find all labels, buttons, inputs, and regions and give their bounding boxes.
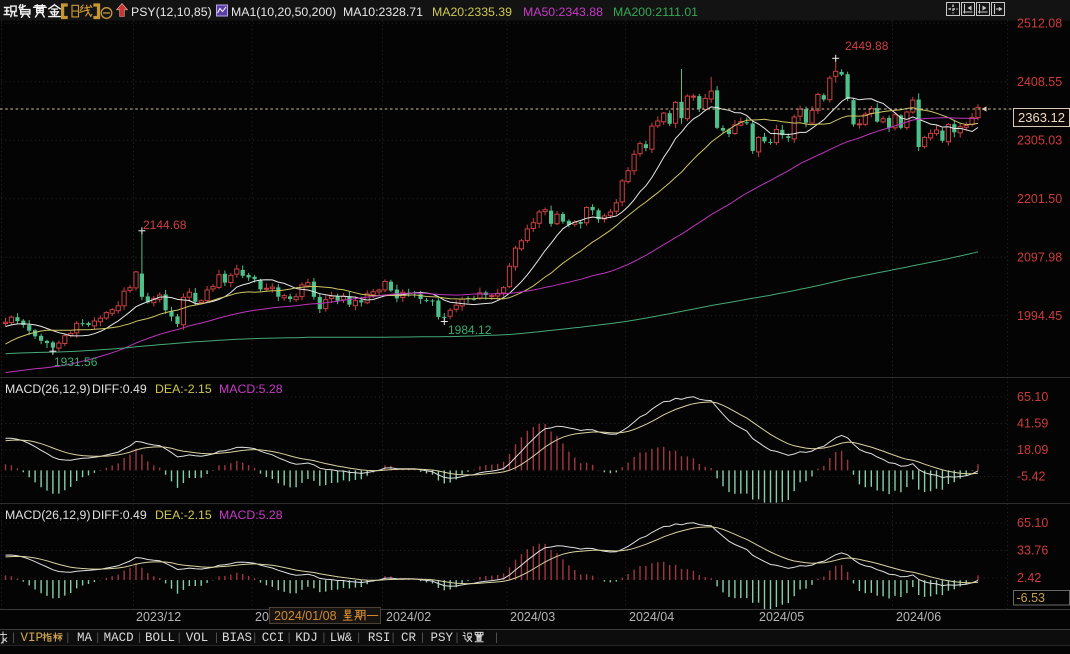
svg-text:2024/01/08: 2024/01/08 <box>274 609 337 623</box>
svg-text:2512.08: 2512.08 <box>1017 16 1062 30</box>
svg-text:DIFF:0.49: DIFF:0.49 <box>92 382 147 396</box>
svg-text:2144.68: 2144.68 <box>143 218 187 232</box>
svg-text:LW&: LW& <box>330 631 353 645</box>
svg-text:MACD:5.28: MACD:5.28 <box>219 508 283 522</box>
svg-text:CR: CR <box>401 631 417 645</box>
svg-text:MA20:2335.39: MA20:2335.39 <box>432 5 512 19</box>
svg-text:PSY(12,10,85): PSY(12,10,85) <box>131 5 212 19</box>
svg-text:2305.03: 2305.03 <box>1017 133 1062 147</box>
svg-text:2201.50: 2201.50 <box>1017 192 1062 206</box>
svg-text:2024/02: 2024/02 <box>386 610 431 624</box>
svg-text:1931.56: 1931.56 <box>54 355 98 369</box>
svg-text:MACD(26,12,9): MACD(26,12,9) <box>5 508 90 522</box>
svg-text:2023/12: 2023/12 <box>136 610 181 624</box>
svg-text:65.10: 65.10 <box>1017 390 1048 404</box>
svg-text:MACD:5.28: MACD:5.28 <box>219 382 283 396</box>
svg-text:MACD(26,12,9): MACD(26,12,9) <box>5 382 90 396</box>
svg-text:MA50:2343.88: MA50:2343.88 <box>523 5 603 19</box>
svg-text:MA10:2328.71: MA10:2328.71 <box>343 5 423 19</box>
svg-text:KDJ: KDJ <box>295 631 318 645</box>
svg-text:DIFF:0.49: DIFF:0.49 <box>92 508 147 522</box>
svg-text:2449.88: 2449.88 <box>845 39 889 53</box>
svg-text:VIP: VIP <box>21 631 44 645</box>
svg-text:DEA:-2.15: DEA:-2.15 <box>155 508 212 522</box>
svg-text:MA: MA <box>77 631 93 645</box>
svg-text:MACD: MACD <box>104 631 134 645</box>
svg-text:2024/03: 2024/03 <box>510 610 555 624</box>
svg-text:18.09: 18.09 <box>1017 443 1048 457</box>
svg-text:33.76: 33.76 <box>1017 544 1048 558</box>
svg-text:DEA:-2.15: DEA:-2.15 <box>155 382 212 396</box>
svg-text:VOL: VOL <box>186 631 209 645</box>
svg-text:BIAS: BIAS <box>222 631 252 645</box>
svg-text:1994.45: 1994.45 <box>1017 309 1062 323</box>
svg-text:-5.42: -5.42 <box>1017 470 1046 484</box>
svg-text:2024/06: 2024/06 <box>896 610 941 624</box>
svg-text:2097.98: 2097.98 <box>1017 250 1062 264</box>
svg-text:-6.53: -6.53 <box>1017 591 1046 605</box>
svg-text:2024/05: 2024/05 <box>759 610 804 624</box>
svg-text:BOLL: BOLL <box>145 631 175 645</box>
svg-text:41.59: 41.59 <box>1017 417 1048 431</box>
svg-text:MA200:2111.01: MA200:2111.01 <box>613 5 698 19</box>
svg-text:CCI: CCI <box>262 631 285 645</box>
svg-text:2.42: 2.42 <box>1017 571 1041 585</box>
svg-text:65.10: 65.10 <box>1017 516 1048 530</box>
svg-text:2024/04: 2024/04 <box>629 610 674 624</box>
svg-text:2408.55: 2408.55 <box>1017 75 1062 89</box>
svg-text:PSY: PSY <box>431 631 454 645</box>
svg-text:MA1(10,20,50,200): MA1(10,20,50,200) <box>231 5 336 19</box>
svg-text:RSI: RSI <box>368 631 391 645</box>
svg-text:2363.12: 2363.12 <box>1018 110 1065 125</box>
svg-text:1984.12: 1984.12 <box>448 323 492 337</box>
